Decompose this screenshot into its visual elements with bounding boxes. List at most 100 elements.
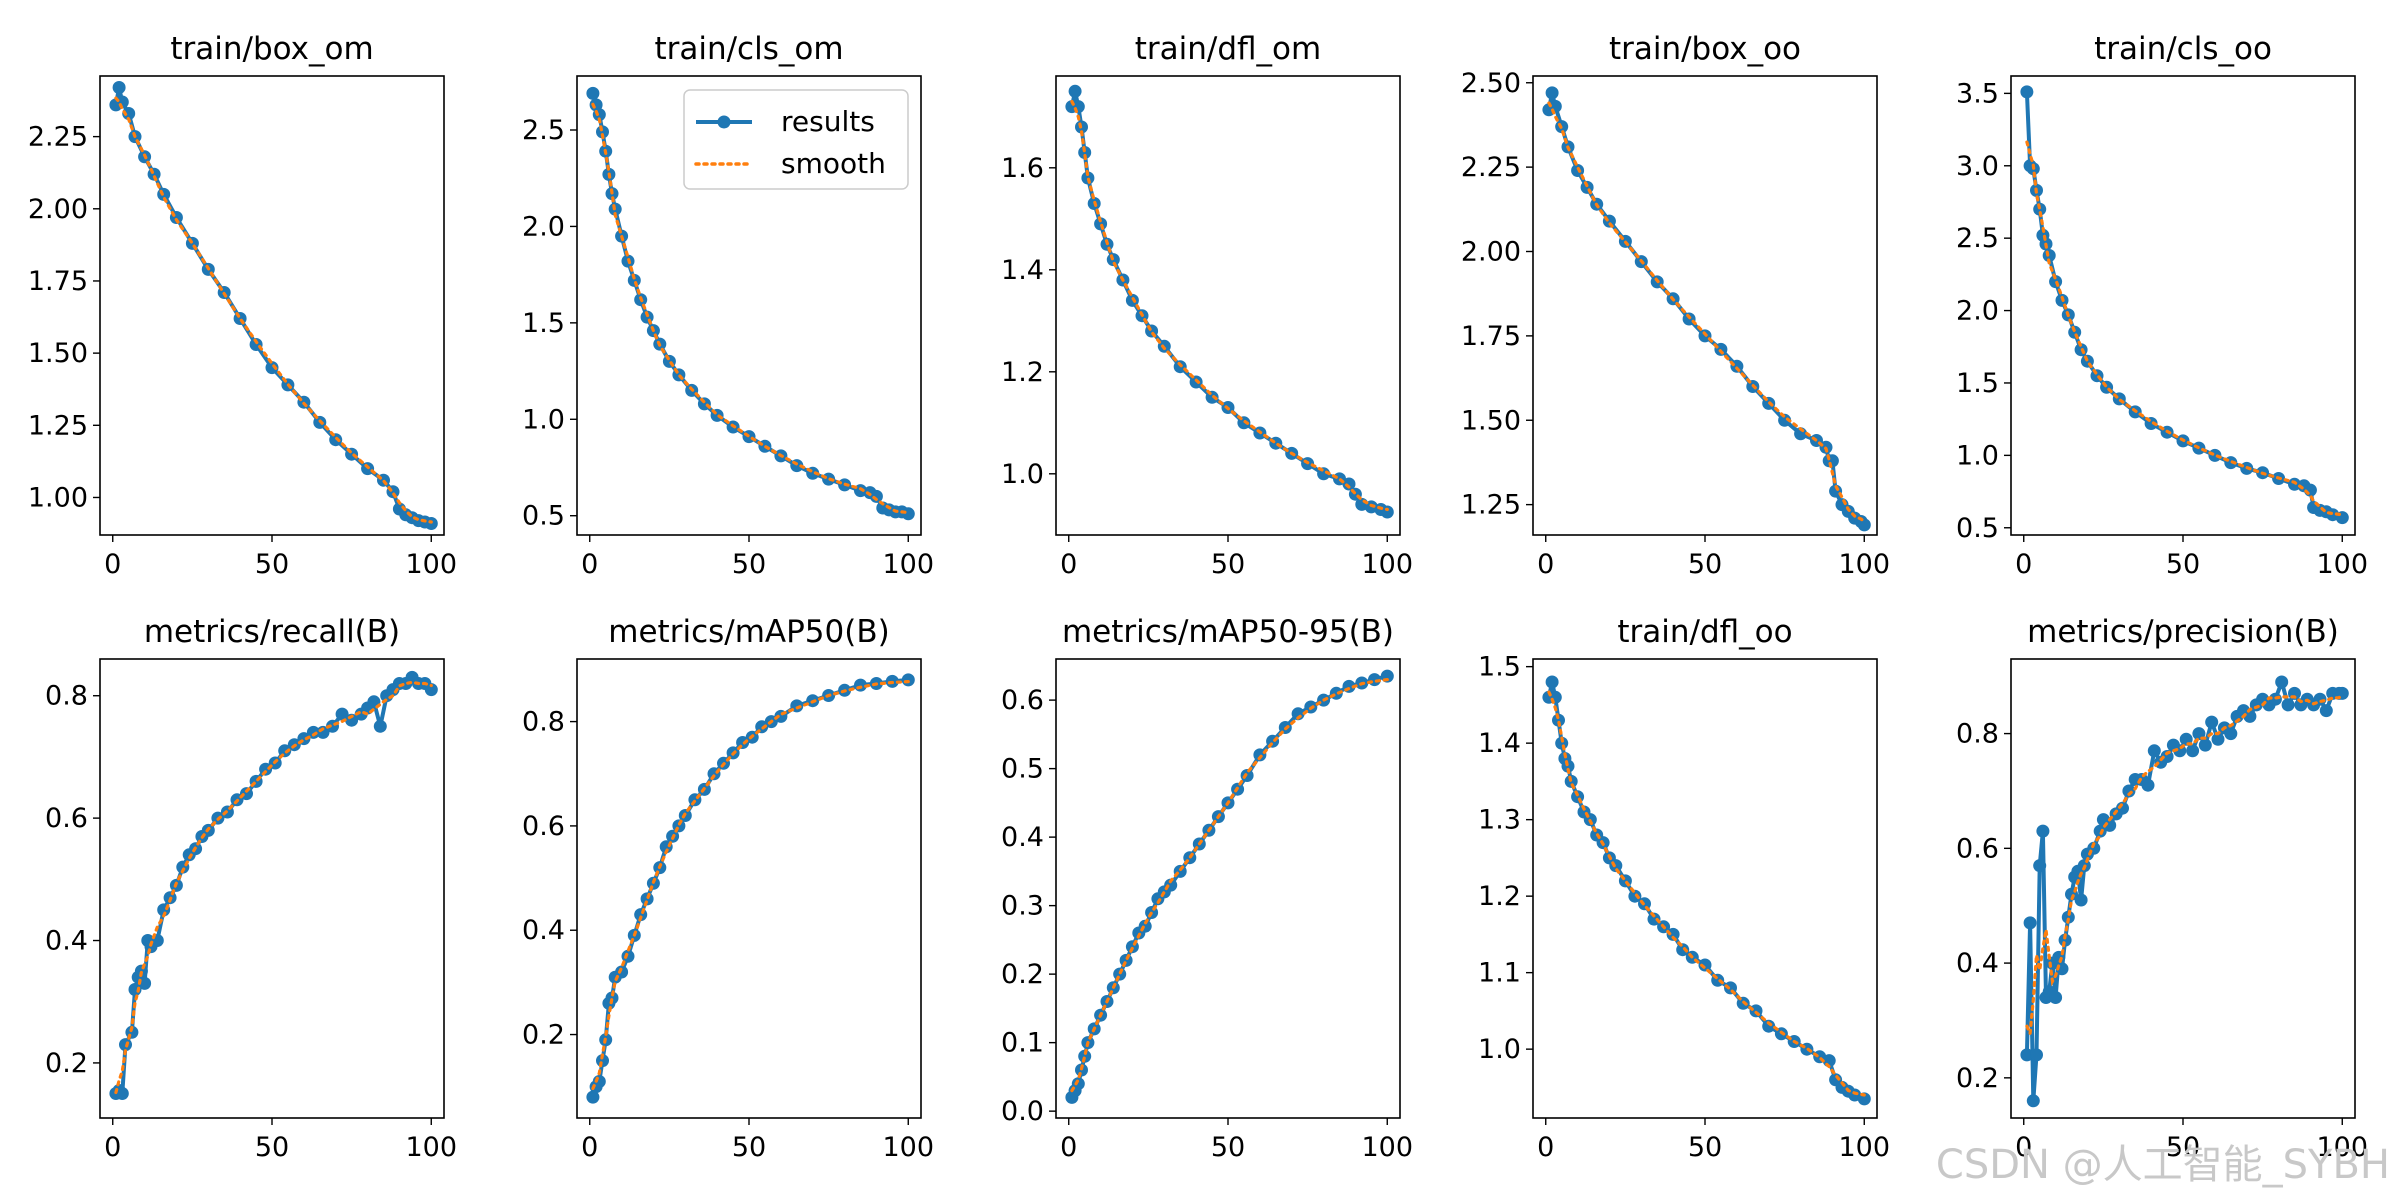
x-tick-label: 100	[405, 1132, 457, 1163]
results-series-line	[1070, 674, 1388, 1099]
y-tick-label: 1.2	[1478, 881, 1521, 912]
y-tick-label: 1.5	[1478, 652, 1521, 683]
results-point	[621, 949, 635, 963]
watermark: CSDN @人工智能_SYBH	[1936, 1142, 2390, 1188]
axes-frame	[2010, 658, 2356, 1119]
results-point	[424, 683, 438, 697]
y-tick-label: 0.8	[522, 707, 565, 738]
y-tick-label: 0.8	[45, 681, 88, 712]
results-series-line	[113, 85, 432, 526]
x-tick-label: 100	[405, 549, 457, 580]
y-tick-label: 2.50	[1461, 68, 1521, 99]
results-point	[2243, 709, 2257, 723]
x-tick-label: 0	[581, 1132, 598, 1163]
x-tick-label: 50	[1688, 1132, 1722, 1163]
y-tick-label: 0.6	[1001, 685, 1044, 716]
y-tick-label: 0.2	[1001, 959, 1044, 990]
x-tick-label: 50	[2166, 549, 2200, 580]
results-point	[615, 965, 629, 979]
results-point	[2147, 744, 2161, 758]
y-tick-label: 1.25	[28, 410, 88, 441]
results-point	[869, 489, 883, 503]
results-point	[373, 719, 387, 733]
results-point	[2020, 85, 2034, 99]
y-tick-label: 1.50	[1461, 405, 1521, 436]
results-point	[1545, 675, 1559, 689]
y-tick-label: 1.4	[1001, 255, 1044, 286]
y-tick-label: 0.4	[1001, 822, 1044, 853]
y-tick-label: 1.5	[522, 308, 565, 339]
results-point	[2122, 784, 2136, 798]
y-tick-label: 0.2	[1956, 1063, 1999, 1094]
y-tick-label: 0.4	[1956, 948, 1999, 979]
y-tick-label: 2.5	[1956, 223, 1999, 254]
smooth-series-line	[591, 679, 910, 1091]
y-tick-label: 0.1	[1001, 1028, 1044, 1059]
results-point	[2049, 991, 2063, 1004]
results-point	[329, 433, 343, 447]
results-point	[1676, 943, 1690, 957]
subplot-title: train/dfl_om	[1135, 31, 1321, 67]
y-tick-label: 1.25	[1461, 490, 1521, 521]
y-tick-label: 0.6	[1956, 833, 1999, 864]
x-tick-label: 0	[104, 549, 121, 580]
y-tick-label: 1.4	[1478, 728, 1521, 759]
results-point	[586, 86, 600, 100]
subplot-3: train/box_oo 0 50 100 1.25 1.50 1.75 2.00 2.25 2.…	[1461, 31, 1890, 580]
legend-results-label: results	[781, 105, 875, 138]
results-point	[1628, 889, 1642, 903]
x-tick-label: 0	[1537, 549, 1554, 580]
x-tick-label: 50	[255, 549, 289, 580]
results-point	[1647, 912, 1661, 926]
x-tick-label: 50	[255, 1132, 289, 1163]
results-point	[640, 892, 654, 906]
axes-frame	[1055, 658, 1401, 1119]
x-tick-label: 100	[2316, 549, 2368, 580]
results-series-line	[1546, 680, 1866, 1101]
x-tick-label: 100	[1838, 549, 1890, 580]
subplot-8: train/dfl_oo 0 50 100 1.0 1.1 1.2 1.3 1.4 1.5	[1478, 614, 1890, 1163]
y-tick-label: 3.0	[1956, 151, 1999, 182]
y-tick-label: 0.8	[1956, 719, 1999, 750]
subplot-title: train/box_om	[170, 31, 373, 67]
smooth-series-line	[2025, 140, 2344, 517]
results-point	[901, 507, 915, 521]
axes-frame	[99, 75, 445, 536]
axes-frame	[1532, 75, 1878, 536]
results-point	[1068, 84, 1082, 98]
y-tick-label: 1.0	[1956, 440, 1999, 471]
x-tick-label: 50	[732, 1132, 766, 1163]
smooth-series-line	[114, 680, 433, 1095]
results-point	[1698, 958, 1712, 972]
results-point	[1071, 1077, 1085, 1091]
results-point	[586, 1090, 600, 1104]
subplot-title: metrics/mAP50(B)	[608, 614, 889, 650]
subplot-title: metrics/recall(B)	[144, 614, 400, 650]
results-point	[2205, 715, 2219, 729]
results-series-line	[114, 675, 433, 1096]
results-point	[1561, 759, 1575, 773]
smooth-series-line	[591, 102, 910, 515]
y-tick-label: 0.2	[522, 1020, 565, 1051]
results-point	[2061, 910, 2075, 924]
y-tick-label: 1.0	[1001, 459, 1044, 490]
x-tick-label: 0	[2015, 549, 2032, 580]
legend-results-marker	[717, 115, 731, 129]
y-tick-label: 1.0	[522, 404, 565, 435]
y-tick-label: 2.25	[28, 122, 88, 153]
results-point	[306, 725, 320, 739]
y-tick-label: 0.5	[1001, 754, 1044, 785]
subplot-title: train/cls_om	[654, 31, 843, 67]
axes-frame	[576, 75, 922, 536]
results-point	[2141, 778, 2155, 792]
x-tick-label: 50	[732, 549, 766, 580]
results-point	[2281, 698, 2295, 712]
axes-frame	[2010, 75, 2356, 536]
y-tick-label: 2.00	[1461, 237, 1521, 268]
smooth-series-line	[114, 96, 433, 524]
y-tick-label: 0.0	[1001, 1096, 1044, 1127]
subplot-title: train/cls_oo	[2094, 31, 2272, 67]
results-point	[605, 991, 619, 1005]
y-tick-label: 0.4	[522, 915, 565, 946]
y-tick-label: 0.2	[45, 1048, 88, 1079]
